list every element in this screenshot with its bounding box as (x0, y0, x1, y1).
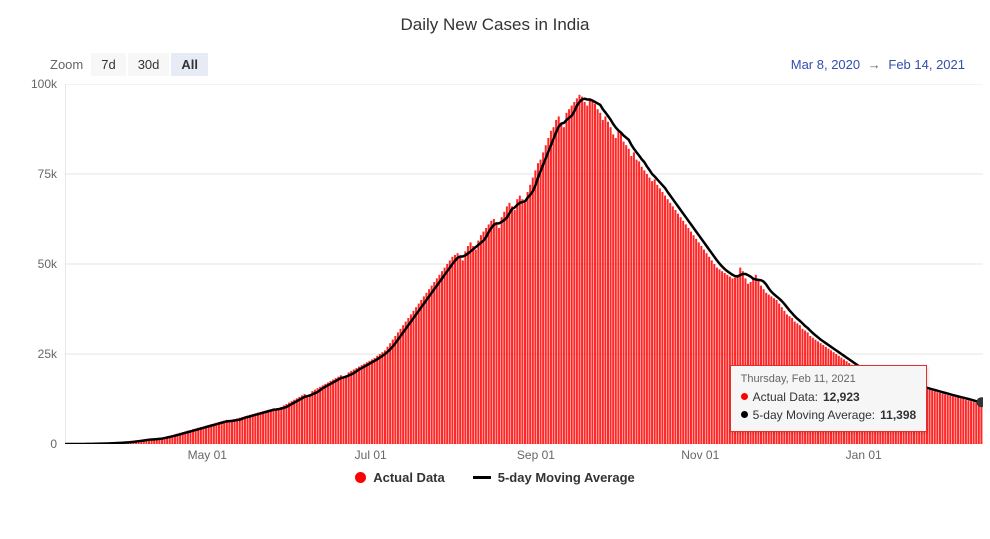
tooltip-ma-label: 5-day Moving Average: (753, 406, 876, 424)
tooltip-row-ma: 5-day Moving Average: 11,398 (741, 406, 917, 424)
date-arrow: → (868, 57, 881, 72)
tooltip: Thursday, Feb 11, 2021 Actual Data: 12,9… (730, 365, 928, 432)
x-axis-ticks: May 01 Jul 01 Sep 01 Nov 01 Jan 01 (65, 444, 963, 466)
tooltip-ma-value: 11,398 (880, 406, 916, 424)
tooltip-actual-marker (741, 393, 748, 400)
legend-ma-label: 5-day Moving Average (498, 470, 635, 485)
zoom-30d-button[interactable]: 30d (128, 53, 170, 76)
y-tick-label: 0 (50, 437, 65, 451)
date-from: Mar 8, 2020 (791, 57, 860, 72)
zoom-group: Zoom 7d 30d All (50, 53, 208, 76)
legend-actual-dot-icon (355, 472, 366, 483)
y-tick-label: 75k (38, 167, 65, 181)
chart-title: Daily New Cases in India (15, 15, 975, 35)
controls-row: Zoom 7d 30d All Mar 8, 2020 → Feb 14, 20… (15, 53, 975, 76)
zoom-7d-button[interactable]: 7d (91, 53, 125, 76)
tooltip-actual-value: 12,923 (823, 388, 860, 406)
legend: Actual Data 5-day Moving Average (15, 470, 975, 485)
x-tick-label: Sep 01 (517, 448, 555, 462)
x-tick-label: May 01 (188, 448, 227, 462)
y-tick-label: 100k (31, 77, 65, 91)
chart-container: Daily New Cases in India Zoom 7d 30d All… (0, 0, 990, 539)
x-tick-label: Nov 01 (681, 448, 719, 462)
tooltip-row-actual: Actual Data: 12,923 (741, 388, 917, 406)
y-tick-label: 25k (38, 347, 65, 361)
plot-area[interactable]: Thursday, Feb 11, 2021 Actual Data: 12,9… (65, 84, 963, 444)
zoom-label: Zoom (50, 57, 83, 72)
legend-item-ma[interactable]: 5-day Moving Average (473, 470, 635, 485)
tooltip-actual-label: Actual Data: (753, 388, 818, 406)
y-tick-label: 50k (38, 257, 65, 271)
x-tick-label: Jan 01 (846, 448, 882, 462)
legend-item-actual[interactable]: Actual Data (355, 470, 445, 485)
date-to: Feb 14, 2021 (888, 57, 965, 72)
tooltip-date: Thursday, Feb 11, 2021 (741, 373, 917, 385)
zoom-all-button[interactable]: All (171, 53, 208, 76)
x-tick-label: Jul 01 (355, 448, 387, 462)
date-range[interactable]: Mar 8, 2020 → Feb 14, 2021 (791, 57, 965, 72)
legend-actual-label: Actual Data (373, 470, 445, 485)
legend-ma-line-icon (473, 476, 491, 479)
tooltip-ma-marker (741, 411, 748, 418)
